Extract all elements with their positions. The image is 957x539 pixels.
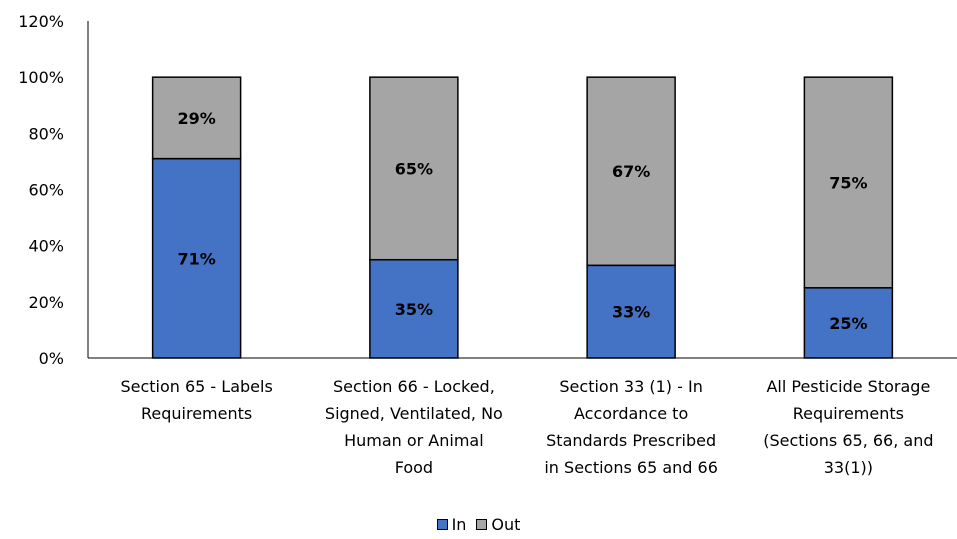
data-label: 67%	[612, 162, 650, 181]
category-label: Section 66 - Locked, Signed, Ventilated, …	[325, 377, 503, 477]
legend-swatch	[476, 518, 488, 530]
y-tick-label: 0%	[39, 349, 64, 368]
bar-segment-out	[803, 76, 894, 289]
category-label: Section 65 - Labels Requirements	[120, 377, 272, 423]
category-label: Section 33 (1) - In Accordance to Standard…	[544, 377, 718, 477]
bars: 71% 29% 35% 65% 33% 67% 25% 75%	[151, 76, 894, 359]
y-tick-label: 80%	[28, 124, 64, 143]
legend-label: In	[451, 514, 467, 534]
y-tick-label: 40%	[28, 237, 64, 256]
bar-segment-in	[151, 157, 242, 359]
legend-item-out: Out	[476, 515, 520, 534]
data-label: 71%	[177, 249, 215, 268]
data-label: 75%	[829, 173, 867, 192]
bar-segment-out	[369, 76, 459, 261]
y-tick-label: 100%	[18, 68, 64, 87]
bar-segment-in	[803, 287, 894, 359]
legend: In Out	[0, 512, 957, 536]
stacked-bar-chart: 0% 20% 40% 60% 80% 100% 120% 71% 29% 35% 65% 33% 67…	[18, 12, 957, 477]
bar-segment-in	[586, 264, 676, 359]
y-tick-label: 20%	[28, 293, 64, 312]
data-label: 25%	[829, 314, 867, 333]
category-labels: Section 65 - Labels Requirements Section 6…	[120, 377, 933, 477]
legend-item-in: In	[436, 514, 467, 534]
legend-swatch	[436, 518, 448, 530]
y-axis: 0% 20% 40% 60% 80% 100% 120%	[18, 12, 89, 368]
bar-segment-out	[151, 76, 242, 160]
y-tick-label: 120%	[18, 12, 64, 31]
bar-segment-in	[369, 258, 459, 359]
category-label: All Pesticide Storage Requirements (Sectio…	[763, 377, 933, 477]
data-label: 33%	[612, 303, 650, 322]
y-tick-label: 60%	[28, 181, 64, 200]
data-label: 65%	[395, 159, 433, 178]
legend-label: Out	[491, 514, 521, 534]
bar-segment-out	[586, 76, 676, 267]
data-label: 29%	[177, 109, 215, 128]
data-label: 35%	[395, 300, 433, 319]
